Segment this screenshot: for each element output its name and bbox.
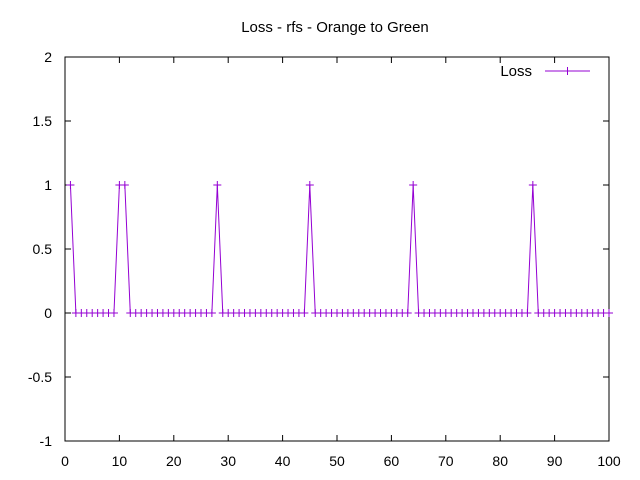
legend-point bbox=[563, 67, 572, 75]
axes: 0 10 20 30 40 50 60 70 80 90 100 -1 -0.5 0 0.5 1 1.5 2 bbox=[28, 49, 621, 469]
data-point bbox=[207, 309, 216, 317]
data-point bbox=[523, 309, 532, 317]
data-point bbox=[120, 181, 129, 189]
y-tick-label: 0.5 bbox=[33, 241, 53, 257]
series-line-loss bbox=[69, 184, 609, 314]
chart-title: Loss - rfs - Orange to Green bbox=[241, 19, 429, 36]
data-point bbox=[305, 181, 314, 189]
x-tick-label: 80 bbox=[492, 453, 508, 469]
x-tick-label: 10 bbox=[112, 453, 128, 469]
x-tick-label: 50 bbox=[329, 453, 345, 469]
legend-marker-loss bbox=[563, 67, 572, 75]
y-tick-label: 1 bbox=[44, 177, 52, 193]
y-tick-label: 0 bbox=[44, 305, 52, 321]
x-tick-label: 100 bbox=[597, 453, 621, 469]
legend-label-loss: Loss bbox=[500, 63, 532, 80]
x-tick-label: 40 bbox=[275, 453, 291, 469]
data-point bbox=[300, 309, 309, 317]
data-point bbox=[213, 181, 222, 189]
x-tick-label: 30 bbox=[220, 453, 236, 469]
data-point bbox=[66, 181, 75, 189]
series-layer bbox=[66, 181, 613, 317]
data-point bbox=[409, 181, 418, 189]
data-point bbox=[605, 309, 613, 317]
x-tick-label: 60 bbox=[384, 453, 400, 469]
x-tick-label: 20 bbox=[166, 453, 182, 469]
data-point bbox=[109, 309, 118, 317]
x-tick-label: 90 bbox=[547, 453, 563, 469]
y-tick-label: 2 bbox=[44, 49, 52, 65]
x-tick-label: 70 bbox=[438, 453, 454, 469]
data-point bbox=[403, 309, 412, 317]
y-tick-label: -0.5 bbox=[28, 369, 52, 385]
y-tick-label: 1.5 bbox=[33, 113, 53, 129]
x-tick-label: 0 bbox=[61, 453, 69, 469]
plot-frame bbox=[64, 56, 610, 442]
data-point bbox=[528, 181, 537, 189]
legend: Loss bbox=[500, 63, 590, 80]
y-tick-label: -1 bbox=[40, 433, 53, 449]
